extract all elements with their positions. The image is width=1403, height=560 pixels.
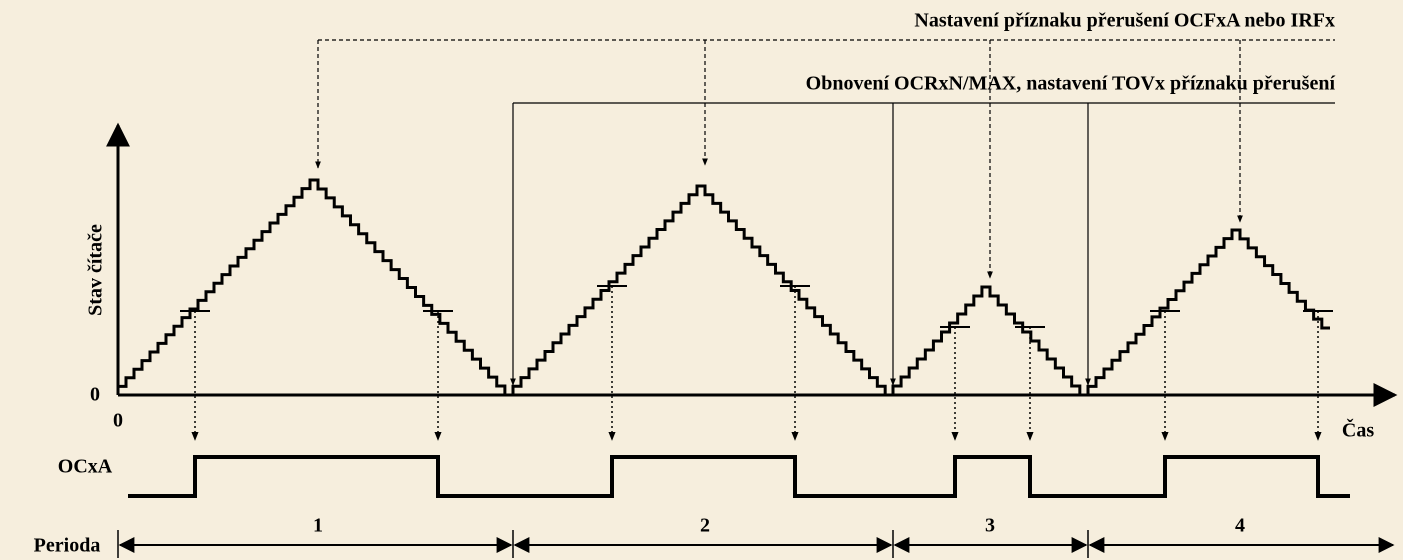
ocxa-waveform	[128, 455, 1350, 498]
period-number: 3	[985, 515, 995, 537]
drawing: 1 2 3 4	[106, 39, 1398, 558]
counter-staircase	[116, 178, 1330, 397]
period-number: 1	[313, 515, 323, 537]
period-label: Perioda	[34, 535, 101, 557]
x-axis-label: Čas	[1342, 418, 1374, 442]
y-zero: 0	[90, 384, 100, 406]
flag-annotation: Nastavení příznaku přerušení OCFxA nebo …	[914, 10, 1335, 32]
update-annotation: Obnovení OCRxN/MAX, nastavení TOVx přízn…	[806, 73, 1336, 95]
y-axis-label: Stav čítače	[85, 224, 107, 316]
period-number: 4	[1235, 515, 1245, 537]
x-zero: 0	[113, 410, 123, 432]
period-number: 2	[700, 515, 710, 537]
signal-label: OCxA	[58, 456, 113, 478]
